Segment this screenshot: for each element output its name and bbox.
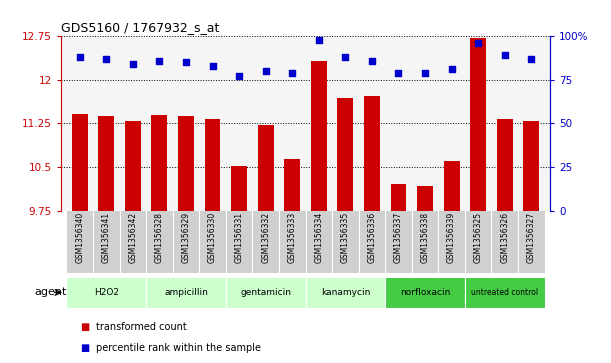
Bar [152, 115, 167, 211]
Bar [306, 277, 385, 308]
Bar [98, 117, 114, 211]
Point [128, 61, 137, 67]
Text: ampicillin: ampicillin [164, 288, 208, 297]
Bar [465, 277, 544, 308]
Point [447, 66, 456, 72]
Point [75, 54, 84, 60]
Text: ■: ■ [79, 343, 89, 353]
Point [234, 73, 244, 79]
Text: ■: ■ [79, 322, 89, 332]
Bar [226, 277, 306, 308]
Text: transformed count: transformed count [96, 322, 186, 332]
Bar [444, 161, 459, 211]
Point [155, 58, 164, 64]
Point [474, 40, 483, 46]
Bar [258, 125, 274, 211]
Text: untreated control: untreated control [471, 288, 538, 297]
Text: percentile rank within the sample: percentile rank within the sample [96, 343, 261, 353]
Bar [524, 121, 540, 211]
Point [101, 56, 111, 62]
Point [340, 54, 350, 60]
Text: GDS5160 / 1767932_s_at: GDS5160 / 1767932_s_at [61, 21, 219, 34]
Bar [178, 116, 194, 211]
Point [261, 68, 271, 74]
Point [314, 37, 324, 43]
Point [393, 70, 403, 76]
Point [367, 58, 377, 64]
Bar [146, 277, 226, 308]
Text: gentamicin: gentamicin [240, 288, 291, 297]
Bar [67, 277, 146, 308]
Text: agent: agent [35, 287, 67, 297]
Bar [284, 159, 300, 211]
Bar [231, 166, 247, 211]
Text: H2O2: H2O2 [93, 288, 119, 297]
Bar [67, 211, 544, 273]
Text: kanamycin: kanamycin [321, 288, 370, 297]
Point [287, 70, 297, 76]
Point [208, 63, 218, 69]
Bar [470, 38, 486, 211]
Bar [390, 184, 406, 211]
Bar [71, 114, 87, 211]
Bar [337, 98, 353, 211]
Point [181, 60, 191, 65]
Point [500, 53, 510, 58]
Bar [385, 277, 465, 308]
Point [420, 70, 430, 76]
Bar [125, 121, 141, 211]
Bar [311, 61, 327, 211]
Text: norfloxacin: norfloxacin [400, 288, 450, 297]
Point [527, 56, 536, 62]
Bar [205, 119, 221, 211]
Bar [364, 95, 380, 211]
Bar [497, 119, 513, 211]
Bar [417, 186, 433, 211]
